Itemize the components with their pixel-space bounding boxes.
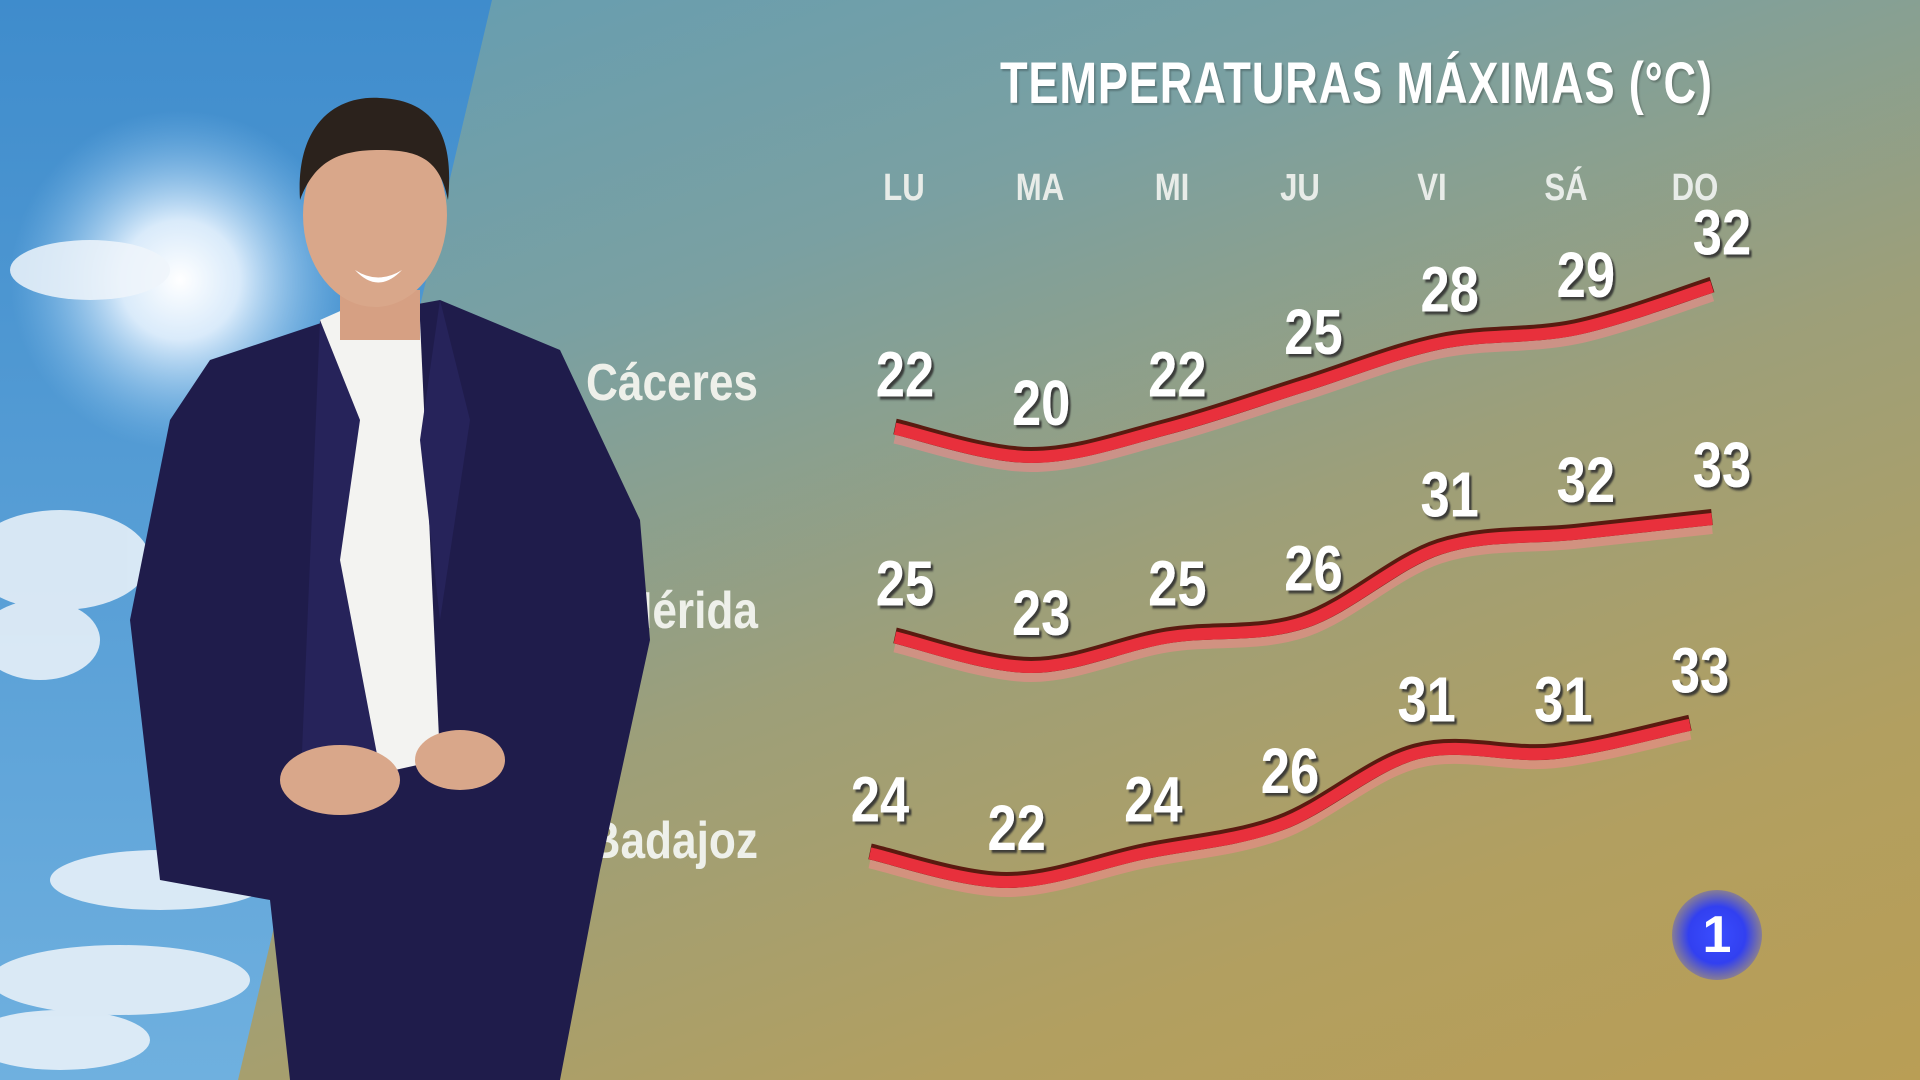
data-label: 32 bbox=[1557, 445, 1615, 516]
city-label: Badajoz bbox=[589, 812, 758, 870]
data-label: 23 bbox=[1012, 578, 1070, 649]
day-label: MI bbox=[1155, 167, 1190, 209]
series-line-shadow bbox=[868, 725, 1692, 898]
data-label: 32 bbox=[1693, 198, 1751, 269]
data-label: 24 bbox=[851, 765, 910, 836]
data-label: 31 bbox=[1534, 664, 1592, 735]
data-label: 31 bbox=[1397, 664, 1455, 735]
data-label: 22 bbox=[987, 793, 1045, 864]
data-label: 25 bbox=[1284, 297, 1342, 368]
data-label: 20 bbox=[1012, 368, 1070, 439]
data-label: 22 bbox=[1148, 340, 1206, 411]
tve-1-logo: 1 bbox=[1672, 890, 1762, 980]
day-label: LU bbox=[883, 167, 925, 209]
data-label: 22 bbox=[876, 340, 934, 411]
data-label: 26 bbox=[1284, 534, 1342, 605]
day-label: DO bbox=[1672, 167, 1719, 209]
series-line bbox=[893, 513, 1713, 674]
series-line bbox=[893, 280, 1714, 464]
day-labels: LU MA MI JU VI SÁ DO bbox=[883, 165, 1718, 209]
city-label: Cáceres bbox=[586, 354, 758, 412]
data-label: 29 bbox=[1557, 240, 1615, 311]
data-label: 24 bbox=[1124, 765, 1183, 836]
data-label: 25 bbox=[876, 549, 934, 620]
data-label: 33 bbox=[1693, 430, 1751, 501]
series-lines bbox=[868, 276, 1715, 898]
day-label: VI bbox=[1417, 167, 1446, 209]
data-label: 28 bbox=[1420, 255, 1478, 326]
series-line-shadow bbox=[893, 287, 1715, 473]
day-label: MA bbox=[1016, 167, 1064, 209]
data-labels: 22 20 22 25 28 29 32 25 23 25 26 31 32 33 24 22 24 26 31 31… bbox=[851, 198, 1751, 864]
series-line bbox=[868, 718, 1692, 889]
day-label: SÁ bbox=[1544, 165, 1587, 209]
data-label: 33 bbox=[1671, 636, 1729, 707]
presenter bbox=[130, 97, 650, 1080]
data-label: 25 bbox=[1148, 549, 1206, 620]
data-label: 31 bbox=[1420, 460, 1478, 531]
data-label: 26 bbox=[1261, 736, 1319, 807]
day-label: JU bbox=[1280, 167, 1320, 209]
series-line-shadow bbox=[893, 520, 1713, 683]
clouds-icon bbox=[0, 240, 270, 1070]
chart-title: TEMPERATURAS MÁXIMAS (°C) bbox=[1000, 51, 1713, 116]
